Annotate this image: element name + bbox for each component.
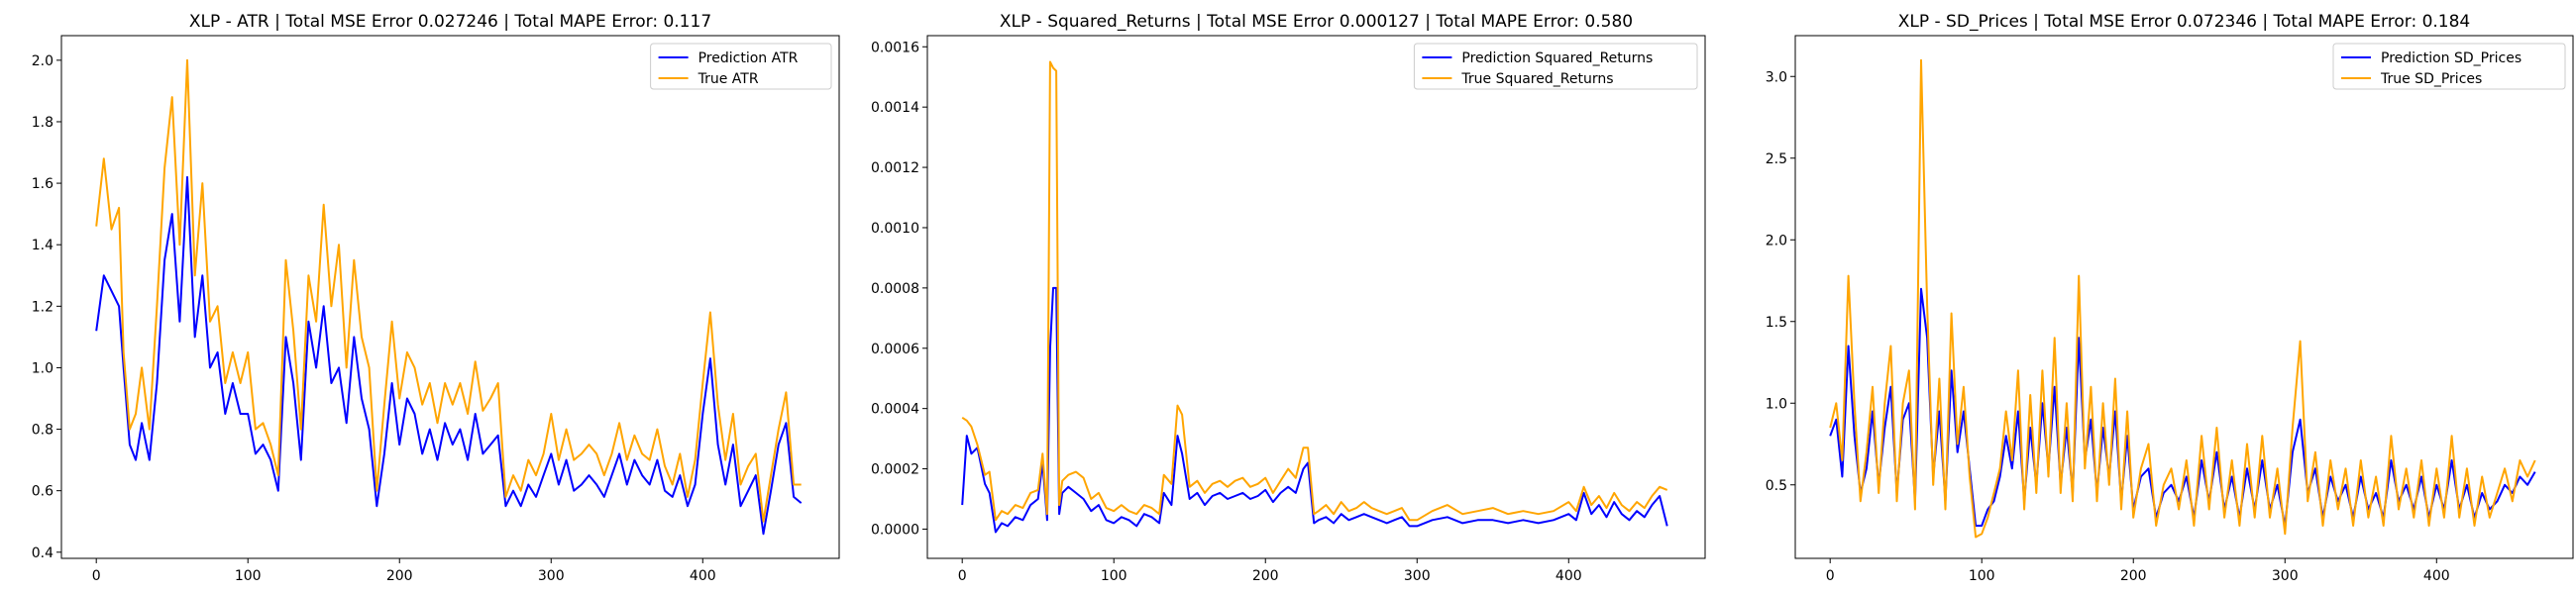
x-tick-label: 0 [92, 568, 101, 584]
y-tick-label: 0.0012 [871, 160, 919, 176]
y-tick-label: 0.0010 [871, 221, 919, 237]
x-tick-label: 200 [386, 568, 413, 584]
y-tick-label: 0.0004 [871, 402, 919, 418]
x-tick-label: 200 [1252, 568, 1279, 584]
x-tick-label: 300 [1404, 568, 1431, 584]
y-tick-label: 0.0008 [871, 281, 919, 297]
y-tick-label: 1.2 [32, 299, 54, 315]
x-tick-label: 0 [1826, 568, 1835, 584]
legend-label: Prediction ATR [698, 50, 799, 66]
legend-box [1413, 43, 1698, 90]
y-tick-label: 0.0006 [871, 342, 919, 357]
plot-frame [1794, 35, 2574, 559]
y-tick-label: 1.6 [32, 176, 54, 192]
legend: Prediction Squared_Returns True Squared_R… [1413, 43, 1698, 90]
x-tick-label: 100 [235, 568, 262, 584]
chart-panel-1: XLP - ATR | Total MSE Error 0.027246 | T… [32, 12, 840, 584]
x-tick-label: 0 [958, 568, 967, 584]
legend-label: True Squared_Returns [1460, 71, 1613, 87]
legend: Prediction SD_Prices True SD_Prices [2332, 43, 2566, 90]
x-tick-label: 100 [1101, 568, 1127, 584]
chart-title: XLP - ATR | Total MSE Error 0.027246 | T… [189, 12, 711, 32]
x-tick-label: 300 [538, 568, 565, 584]
y-tick-label: 0.4 [32, 545, 54, 561]
legend-label: Prediction SD_Prices [2381, 50, 2522, 66]
y-tick-label: 3.0 [1766, 69, 1787, 85]
x-tick-label: 400 [2423, 568, 2450, 584]
chart-panel-2: XLP - Squared_Returns | Total MSE Error … [871, 12, 1706, 584]
y-tick-label: 2.5 [1766, 151, 1787, 167]
legend-label: True ATR [698, 71, 759, 87]
plot-frame [926, 35, 1706, 559]
series-line-prediction [95, 175, 803, 536]
y-tick-label: 1.5 [1766, 315, 1787, 331]
y-tick-label: 1.8 [32, 115, 54, 131]
x-tick-label: 400 [690, 568, 716, 584]
y-tick-label: 0.0000 [871, 522, 919, 538]
series-line-true [95, 58, 802, 523]
y-tick-label: 1.0 [32, 360, 54, 376]
chart-title: XLP - Squared_Returns | Total MSE Error … [1000, 12, 1633, 32]
series-line-prediction [961, 286, 1668, 534]
legend-box [650, 43, 832, 90]
series-line-true [1829, 58, 2536, 539]
y-tick-label: 0.0016 [871, 40, 919, 55]
y-tick-label: 1.4 [32, 238, 54, 253]
x-tick-label: 400 [1556, 568, 1582, 584]
y-tick-label: 0.5 [1766, 478, 1787, 494]
y-tick-label: 0.8 [32, 423, 54, 439]
legend-box [2332, 43, 2566, 90]
y-tick-label: 2.0 [1766, 233, 1787, 248]
y-tick-label: 0.0014 [871, 100, 919, 116]
legend: Prediction ATR True ATR [650, 43, 832, 90]
x-tick-label: 200 [2120, 568, 2147, 584]
plot-frame [60, 35, 840, 559]
series-line-true [961, 60, 1668, 522]
x-tick-label: 300 [2272, 568, 2299, 584]
y-tick-label: 2.0 [32, 53, 54, 69]
chart-title: XLP - SD_Prices | Total MSE Error 0.0723… [1898, 12, 2471, 32]
x-tick-label: 100 [1969, 568, 1995, 584]
y-tick-label: 1.0 [1766, 396, 1787, 412]
legend-label: Prediction Squared_Returns [1461, 50, 1653, 66]
y-tick-label: 0.0002 [871, 462, 919, 478]
chart-panel-3: XLP - SD_Prices | Total MSE Error 0.0723… [1766, 12, 2574, 584]
legend-label: True SD_Prices [2380, 71, 2482, 87]
y-tick-label: 0.6 [32, 484, 54, 500]
